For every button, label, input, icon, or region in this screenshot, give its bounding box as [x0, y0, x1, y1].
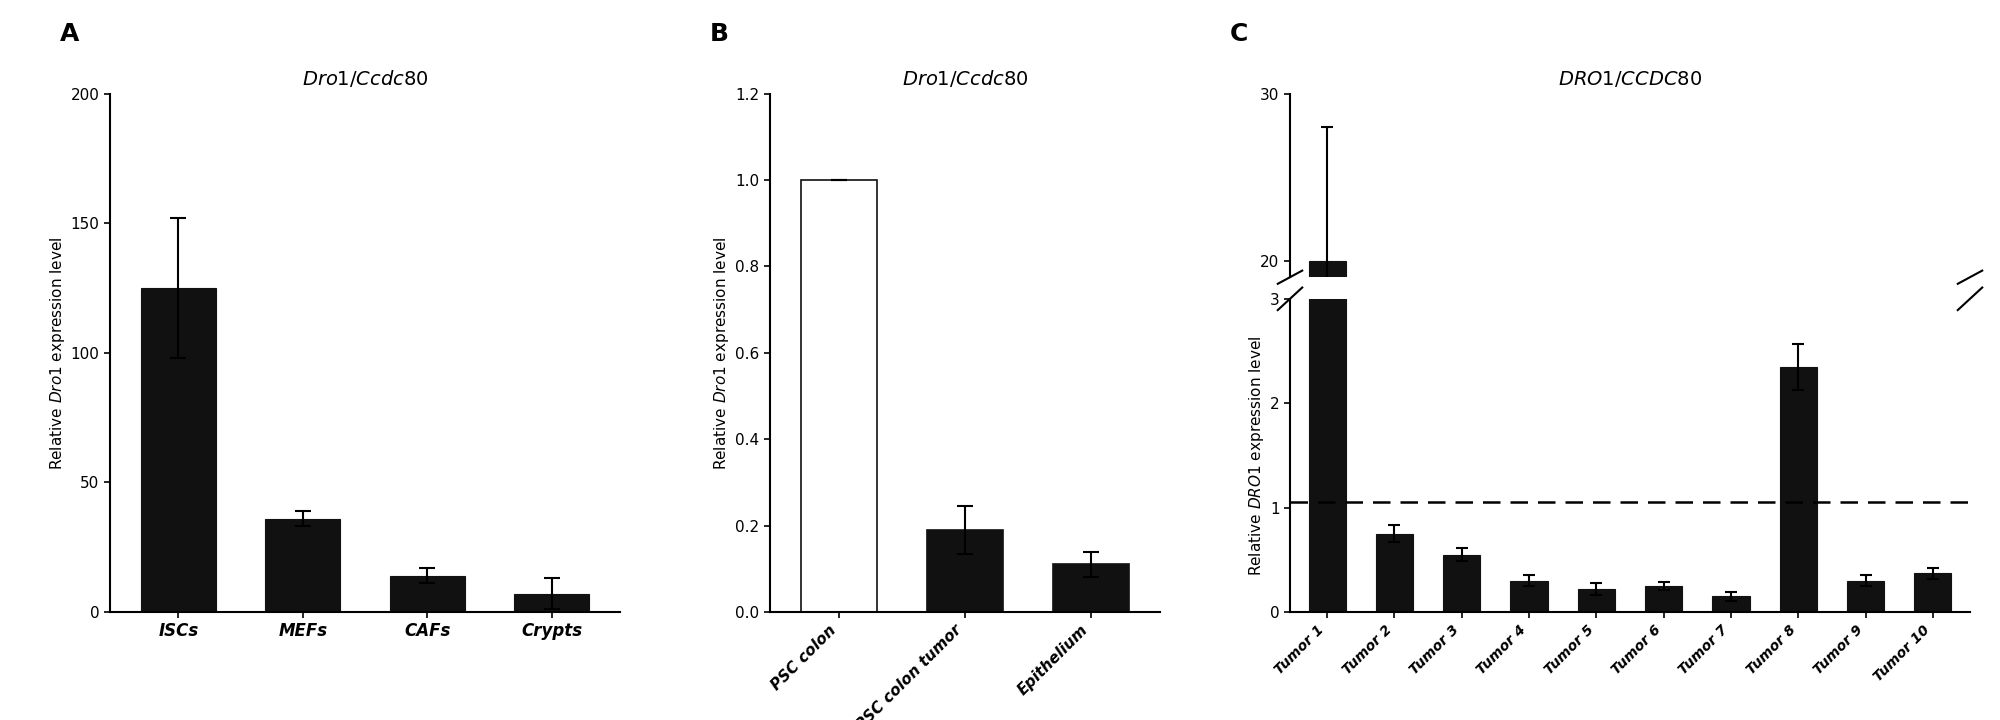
Bar [390, 576, 464, 612]
Title: $\it{Dro1/Ccdc80}$: $\it{Dro1/Ccdc80}$ [902, 68, 1028, 89]
Bar [266, 518, 340, 612]
Bar [1308, 261, 1346, 594]
Bar [1848, 589, 1884, 594]
Y-axis label: Relative $\it{DRO1}$ expression level: Relative $\it{DRO1}$ expression level [1246, 335, 1266, 576]
Bar [928, 530, 1002, 612]
Text: C: C [1230, 22, 1248, 45]
Bar [1054, 564, 1128, 612]
Bar [1578, 589, 1614, 612]
Bar [1914, 573, 1952, 612]
Y-axis label: Relative $\it{Dro1}$ expression level: Relative $\it{Dro1}$ expression level [48, 236, 66, 469]
Bar [1848, 580, 1884, 612]
Text: B: B [710, 22, 728, 45]
Title: $\it{DRO1/CCDC80}$: $\it{DRO1/CCDC80}$ [1558, 69, 1702, 89]
Bar [1780, 555, 1816, 594]
Bar [142, 288, 216, 612]
Bar [1444, 585, 1480, 594]
Bar [1646, 586, 1682, 612]
Bar [1510, 580, 1548, 612]
Bar [802, 180, 876, 612]
Text: A: A [60, 22, 80, 45]
Bar [1914, 588, 1952, 594]
Y-axis label: Relative $\it{Dro1}$ expression level: Relative $\it{Dro1}$ expression level [712, 236, 732, 469]
Title: $\it{Dro1/Ccdc80}$: $\it{Dro1/Ccdc80}$ [302, 68, 428, 89]
Bar [1444, 554, 1480, 612]
Bar [1376, 534, 1412, 612]
Bar [1578, 590, 1614, 594]
Bar [1646, 590, 1682, 594]
Bar [514, 594, 588, 612]
Bar [1376, 582, 1412, 594]
Bar [1712, 596, 1750, 612]
Bar [1510, 589, 1548, 594]
Bar [1712, 592, 1750, 594]
Bar [1308, 0, 1346, 612]
Bar [1780, 366, 1816, 612]
